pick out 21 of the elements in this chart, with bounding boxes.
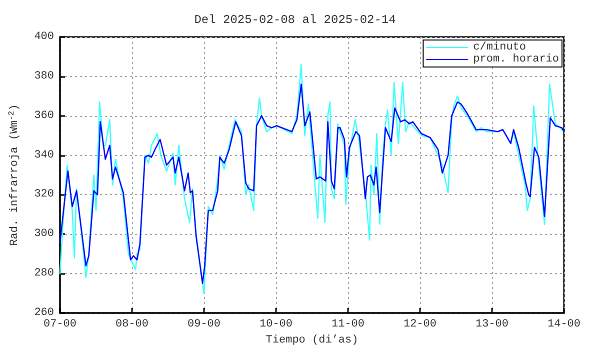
x-tick-label: 14-00 bbox=[547, 318, 581, 330]
y-tick-label: 260 bbox=[34, 307, 54, 319]
x-axis-title: Tiempo (di’as) bbox=[266, 334, 358, 346]
chart-title: Del 2025-02-08 al 2025-02-14 bbox=[194, 13, 396, 27]
y-tick-label: 300 bbox=[34, 228, 54, 240]
y-tick-label: 340 bbox=[34, 149, 54, 162]
legend-label: c/minuto bbox=[473, 42, 526, 54]
x-tick-label: 10-00 bbox=[259, 318, 293, 330]
x-tick-label: 13-00 bbox=[475, 318, 509, 330]
x-tick-label: 08-00 bbox=[115, 318, 149, 330]
y-tick-label: 320 bbox=[34, 188, 54, 201]
y-tick-label: 360 bbox=[34, 110, 54, 122]
legend-label: prom. horario bbox=[473, 54, 560, 66]
y-tick-label: 380 bbox=[34, 70, 54, 82]
x-tick-label: 12-00 bbox=[403, 318, 437, 330]
x-tick-label: 07-00 bbox=[43, 318, 77, 330]
x-tick-label: 09-00 bbox=[187, 318, 221, 330]
y-tick-label: 400 bbox=[34, 31, 54, 43]
y-tick-label: 280 bbox=[34, 268, 54, 280]
y-axis-title: Rad. infrarroja (Wm-2) bbox=[8, 104, 21, 246]
x-tick-label: 11-00 bbox=[331, 318, 365, 330]
